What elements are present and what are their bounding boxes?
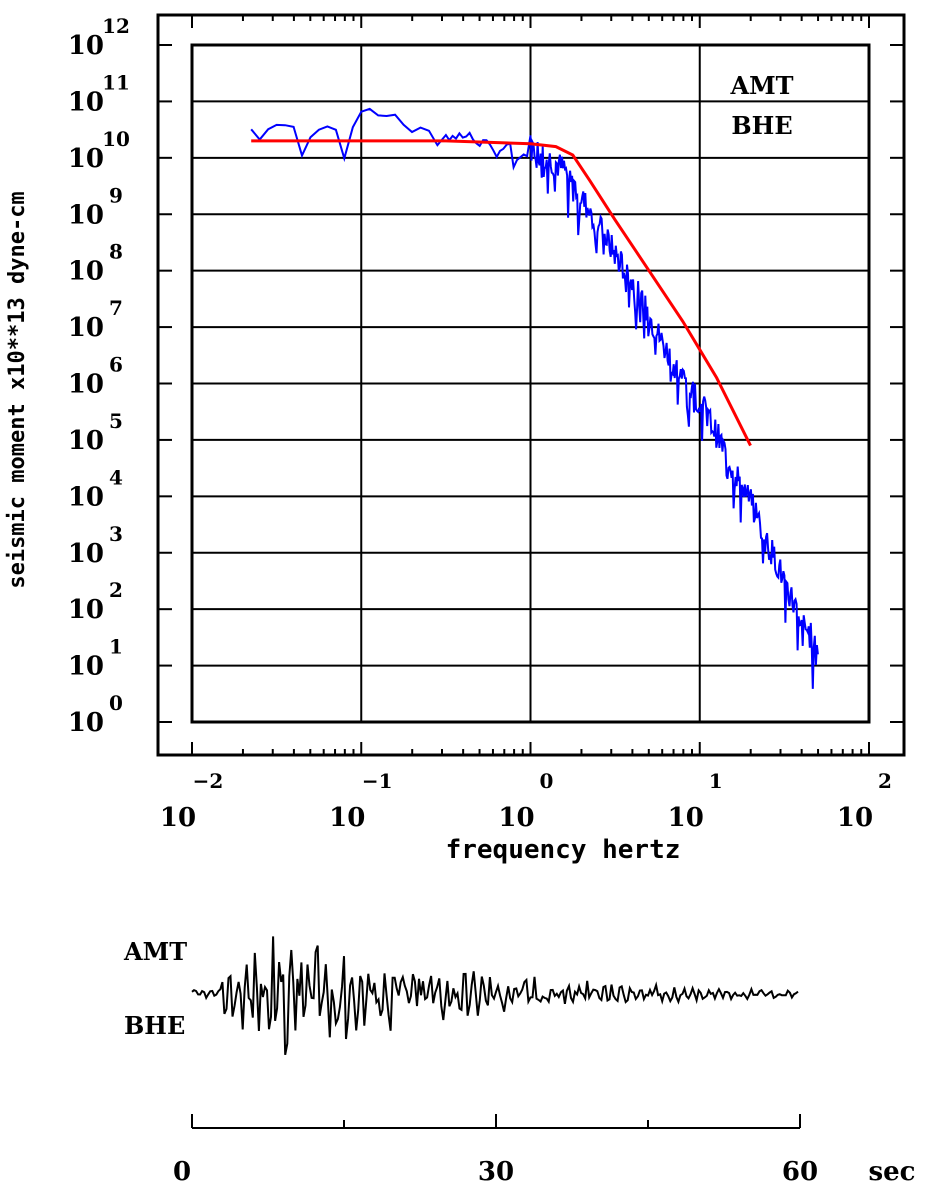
x-tick-label-exponent: 1	[709, 769, 723, 793]
time-tick-30: 30	[478, 1157, 514, 1184]
x-axis-label: frequency hertz	[446, 835, 681, 865]
x-tick-label-exponent: 0	[540, 769, 554, 793]
x-tick-label-base: 10	[498, 803, 534, 833]
y-tick-label-exponent: 7	[109, 296, 123, 320]
y-tick-label-base: 10	[68, 144, 104, 174]
y-tick-label-base: 10	[68, 595, 104, 625]
y-tick-label-exponent: 4	[109, 465, 123, 489]
x-tick-label-base: 10	[837, 803, 873, 833]
x-tick-label-base: 10	[668, 803, 704, 833]
seismogram-channel-label: BHE	[124, 1011, 185, 1040]
y-tick-label-base: 10	[68, 313, 104, 343]
y-tick-label-base: 10	[68, 31, 104, 61]
x-tick-label-exponent: −1	[362, 769, 393, 793]
y-tick-label-base: 10	[68, 87, 104, 117]
y-tick-label-exponent: 3	[109, 522, 123, 546]
y-tick-label-exponent: 1	[109, 635, 123, 659]
y-tick-label-exponent: 10	[102, 127, 130, 151]
y-tick-label-exponent: 6	[109, 353, 123, 377]
y-tick-label-exponent: 2	[109, 578, 123, 602]
x-tick-label-base: 10	[160, 803, 196, 833]
y-tick-label-base: 10	[68, 200, 104, 230]
series-layer	[250, 107, 819, 689]
y-tick-label-base: 10	[68, 370, 104, 400]
seismogram-trace	[191, 936, 799, 1055]
model-fit-line	[251, 139, 752, 447]
y-tick-label-base: 10	[68, 708, 104, 738]
seismogram-station-label: AMT	[123, 937, 187, 966]
x-tick-label-exponent: 2	[878, 769, 892, 793]
y-tick-label-base: 10	[68, 426, 104, 456]
time-tick-60: 60	[782, 1157, 818, 1184]
y-tick-labels: 1001011021031041051061071081091010101110…	[68, 14, 130, 738]
y-tick-label-base: 10	[68, 257, 104, 287]
y-tick-label-base: 10	[68, 652, 104, 682]
y-tick-label-exponent: 0	[109, 691, 123, 715]
axis-ticks	[158, 15, 904, 755]
y-axis-label: seismic moment x10**13 dyne-cm	[5, 191, 30, 588]
y-tick-label-exponent: 12	[102, 14, 130, 38]
channel-code: BHE	[731, 111, 792, 140]
y-tick-label-exponent: 8	[109, 240, 123, 264]
x-tick-label-base: 10	[329, 803, 365, 833]
station-code-top: AMT	[729, 71, 793, 100]
y-tick-label-base: 10	[68, 539, 104, 569]
grid	[191, 44, 870, 723]
y-tick-label-base: 10	[68, 482, 104, 512]
y-tick-label-exponent: 11	[102, 70, 130, 94]
time-tick-0: 0	[173, 1157, 191, 1184]
time-unit-label: sec	[868, 1157, 915, 1184]
y-tick-label-exponent: 9	[109, 183, 123, 207]
y-tick-label-exponent: 5	[109, 409, 123, 433]
observed-spectrum-line	[250, 107, 819, 689]
x-tick-label-exponent: −2	[193, 769, 224, 793]
time-axis-ticks	[191, 1114, 801, 1128]
